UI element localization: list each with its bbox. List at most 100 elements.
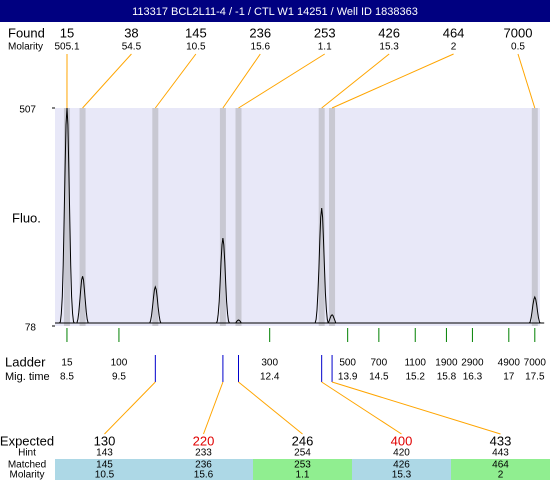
molarity-value: 15.6: [194, 470, 214, 480]
matched-value: 426: [393, 460, 410, 471]
found-molarity: 2: [451, 42, 457, 53]
ladder-time: 14.5: [369, 372, 389, 383]
molarity-value: 15.3: [392, 470, 412, 480]
ladder-time: 16.3: [463, 372, 483, 383]
expected-value: 130: [94, 433, 116, 448]
peak-band: [63, 108, 70, 326]
found-connector: [154, 53, 197, 109]
found-molarity: 1.1: [318, 42, 332, 53]
matched-value: 236: [195, 460, 212, 471]
title: 113317 BCL2L11-4 / -1 / CTL W1 14251 / W…: [132, 6, 418, 18]
ladder-time: 17.5: [525, 372, 545, 383]
matched-connector: [321, 381, 402, 435]
cell-bg: [352, 459, 451, 480]
ladder-size: 7000: [524, 358, 547, 369]
found-connector: [82, 53, 132, 109]
matched-value: 145: [96, 460, 113, 471]
row-label: Matched: [8, 460, 46, 471]
found-connector: [517, 53, 536, 109]
ladder-label: Ladder: [5, 354, 46, 369]
matched-connector: [203, 381, 224, 435]
hint-value: 254: [294, 448, 311, 459]
plot-area: [55, 108, 540, 326]
matched-value: 253: [294, 460, 311, 471]
found-molarity: 54.5: [122, 42, 142, 53]
ladder-size: 100: [111, 358, 128, 369]
found-size: 38: [124, 25, 138, 40]
peak-band: [79, 108, 86, 326]
found-label: Found: [8, 25, 45, 40]
found-molarity: 10.5: [186, 42, 206, 53]
found-size: 15: [60, 25, 74, 40]
ladder-time: 8.5: [60, 372, 74, 383]
found-molarity: 15.3: [379, 42, 399, 53]
peak: [146, 285, 165, 324]
ladder-size: 500: [339, 358, 356, 369]
cell-bg: [154, 459, 253, 480]
found-size: 253: [314, 25, 336, 40]
molarity-value: 10.5: [95, 470, 115, 480]
hint-value: 143: [96, 448, 113, 459]
title-bar: [0, 0, 550, 22]
peak: [73, 276, 92, 324]
y-tick-label: 78: [25, 323, 37, 334]
ladder-time: 9.5: [112, 372, 126, 383]
ladder-size: 1100: [404, 358, 426, 369]
found-connector: [222, 53, 261, 109]
row-label: Expected: [0, 433, 54, 448]
found-size: 426: [378, 25, 400, 40]
peak-band: [219, 108, 226, 326]
ladder-size: 1900: [435, 358, 458, 369]
expected-value: 433: [490, 433, 512, 448]
found-size: 236: [249, 25, 271, 40]
ladder-size: 2900: [461, 358, 484, 369]
ladder-size: 4900: [498, 358, 521, 369]
peak-band: [531, 108, 538, 326]
found-size: 7000: [504, 25, 533, 40]
hint-value: 233: [195, 448, 212, 459]
row-label: Molarity: [9, 470, 44, 480]
found-connector: [238, 53, 325, 109]
mig-time-label: Mig. time: [5, 371, 50, 383]
expected-value: 246: [292, 433, 314, 448]
matched-connector: [104, 381, 156, 435]
molarity-value: 1.1: [296, 470, 310, 480]
matched-connector: [238, 381, 303, 435]
found-molarity: 15.6: [251, 42, 271, 53]
peak-band: [329, 108, 336, 326]
ladder-time: 15.8: [437, 372, 457, 383]
hint-value: 420: [393, 448, 410, 459]
molarity-label: Molarity: [8, 42, 43, 53]
cell-bg: [451, 459, 550, 480]
peak: [322, 314, 342, 324]
ladder-time: 17: [503, 372, 515, 383]
matched-connector: [331, 381, 501, 435]
peak: [312, 208, 331, 324]
hint-value: 443: [492, 448, 509, 459]
expected-value: 400: [391, 433, 413, 448]
found-connector: [331, 53, 454, 109]
found-connector: [321, 53, 390, 109]
peak: [229, 319, 248, 324]
expected-value: 220: [193, 433, 215, 448]
found-molarity: 0.5: [511, 42, 525, 53]
y-label: Fluo.: [12, 210, 41, 225]
ladder-size: 15: [61, 358, 73, 369]
molarity-value: 2: [498, 470, 504, 480]
peak: [525, 295, 545, 324]
peak-band: [235, 108, 242, 326]
peak: [213, 238, 233, 324]
found-molarity: 505.1: [54, 42, 79, 53]
y-tick-label: 507: [19, 105, 36, 116]
ladder-time: 12.4: [260, 372, 280, 383]
ladder-time: 15.2: [406, 372, 426, 383]
matched-value: 464: [492, 460, 509, 471]
cell-bg: [55, 459, 154, 480]
cell-bg: [253, 459, 352, 480]
peak-band: [152, 108, 159, 326]
peak-band: [318, 108, 325, 326]
found-size: 145: [185, 25, 207, 40]
ladder-size: 300: [261, 358, 278, 369]
row-label: Hint: [18, 448, 36, 459]
